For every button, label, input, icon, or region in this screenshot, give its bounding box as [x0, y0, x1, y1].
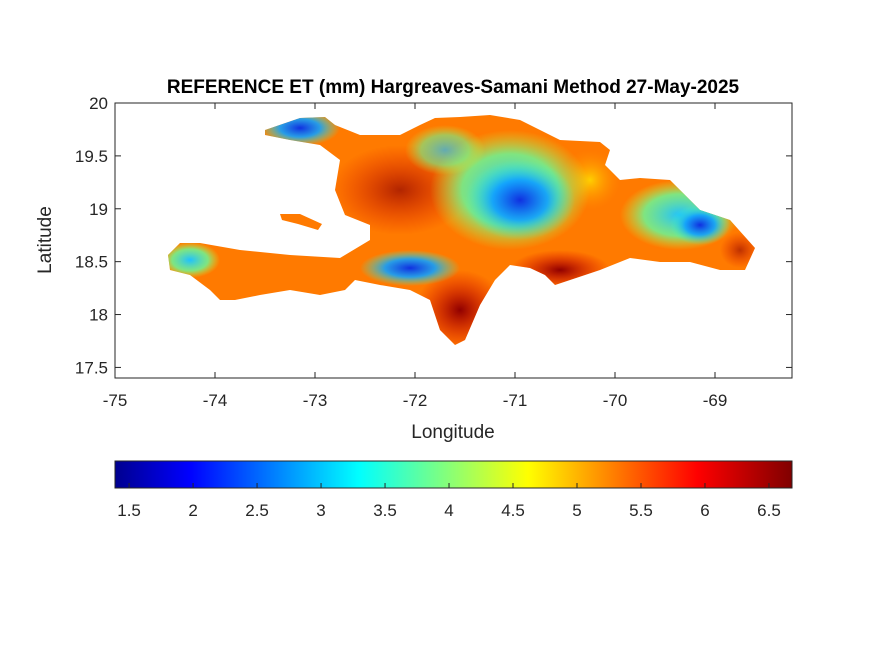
- colorbar-tick-label: 3.5: [373, 501, 397, 520]
- map-area: [114, 102, 793, 379]
- colorbar-gradient: [114, 460, 793, 489]
- y-axis-label: Latitude: [35, 206, 56, 274]
- colorbar-tick-label: 2.5: [245, 501, 269, 520]
- heatmap-low-region: [360, 250, 460, 286]
- colorbar-tick-label: 5.5: [629, 501, 653, 520]
- heatmap-low-region: [168, 242, 220, 278]
- y-axis: 17.5 18 18.5 19 19.5 20: [75, 94, 792, 377]
- heatmap-low-region: [465, 160, 575, 240]
- x-tick-label: -70: [603, 391, 628, 410]
- y-tick-label: 17.5: [75, 358, 108, 377]
- heatmap-low-region: [670, 205, 730, 245]
- colorbar-tick-label: 2: [188, 501, 197, 520]
- colorbar-ticks: 1.5 2 2.5 3 3.5 4 4.5 5 5.5 6 6.5: [117, 483, 781, 520]
- colorbar-tick-label: 4: [444, 501, 453, 520]
- y-tick-label: 18.5: [75, 253, 108, 272]
- y-tick-label: 19.5: [75, 147, 108, 166]
- colorbar-tick-label: 1.5: [117, 501, 141, 520]
- axes-box: [114, 102, 793, 379]
- colorbar-tick-label: 4.5: [501, 501, 525, 520]
- chart-title: REFERENCE ET (mm) Hargreaves-Samani Meth…: [167, 77, 740, 98]
- x-axis-label: Longitude: [411, 422, 494, 443]
- heatmap-low-region: [405, 125, 485, 175]
- colorbar-tick-label: 3: [316, 501, 325, 520]
- colorbar-tick-label: 6.5: [757, 501, 781, 520]
- colorbar-tick-label: 5: [572, 501, 581, 520]
- x-tick-label: -69: [703, 391, 728, 410]
- y-tick-label: 18: [89, 306, 108, 325]
- y-tick-label: 19: [89, 200, 108, 219]
- x-tick-label: -73: [303, 391, 328, 410]
- x-axis: -75 -74 -73 -72 -71 -70 -69: [103, 103, 728, 410]
- x-tick-label: -75: [103, 391, 128, 410]
- colorbar-tick-label: 6: [700, 501, 709, 520]
- colorbar: 1.5 2 2.5 3 3.5 4 4.5 5 5.5 6 6.5: [114, 460, 793, 520]
- y-tick-label: 20: [89, 94, 108, 113]
- x-tick-label: -71: [503, 391, 528, 410]
- x-tick-label: -74: [203, 391, 228, 410]
- x-tick-label: -72: [403, 391, 428, 410]
